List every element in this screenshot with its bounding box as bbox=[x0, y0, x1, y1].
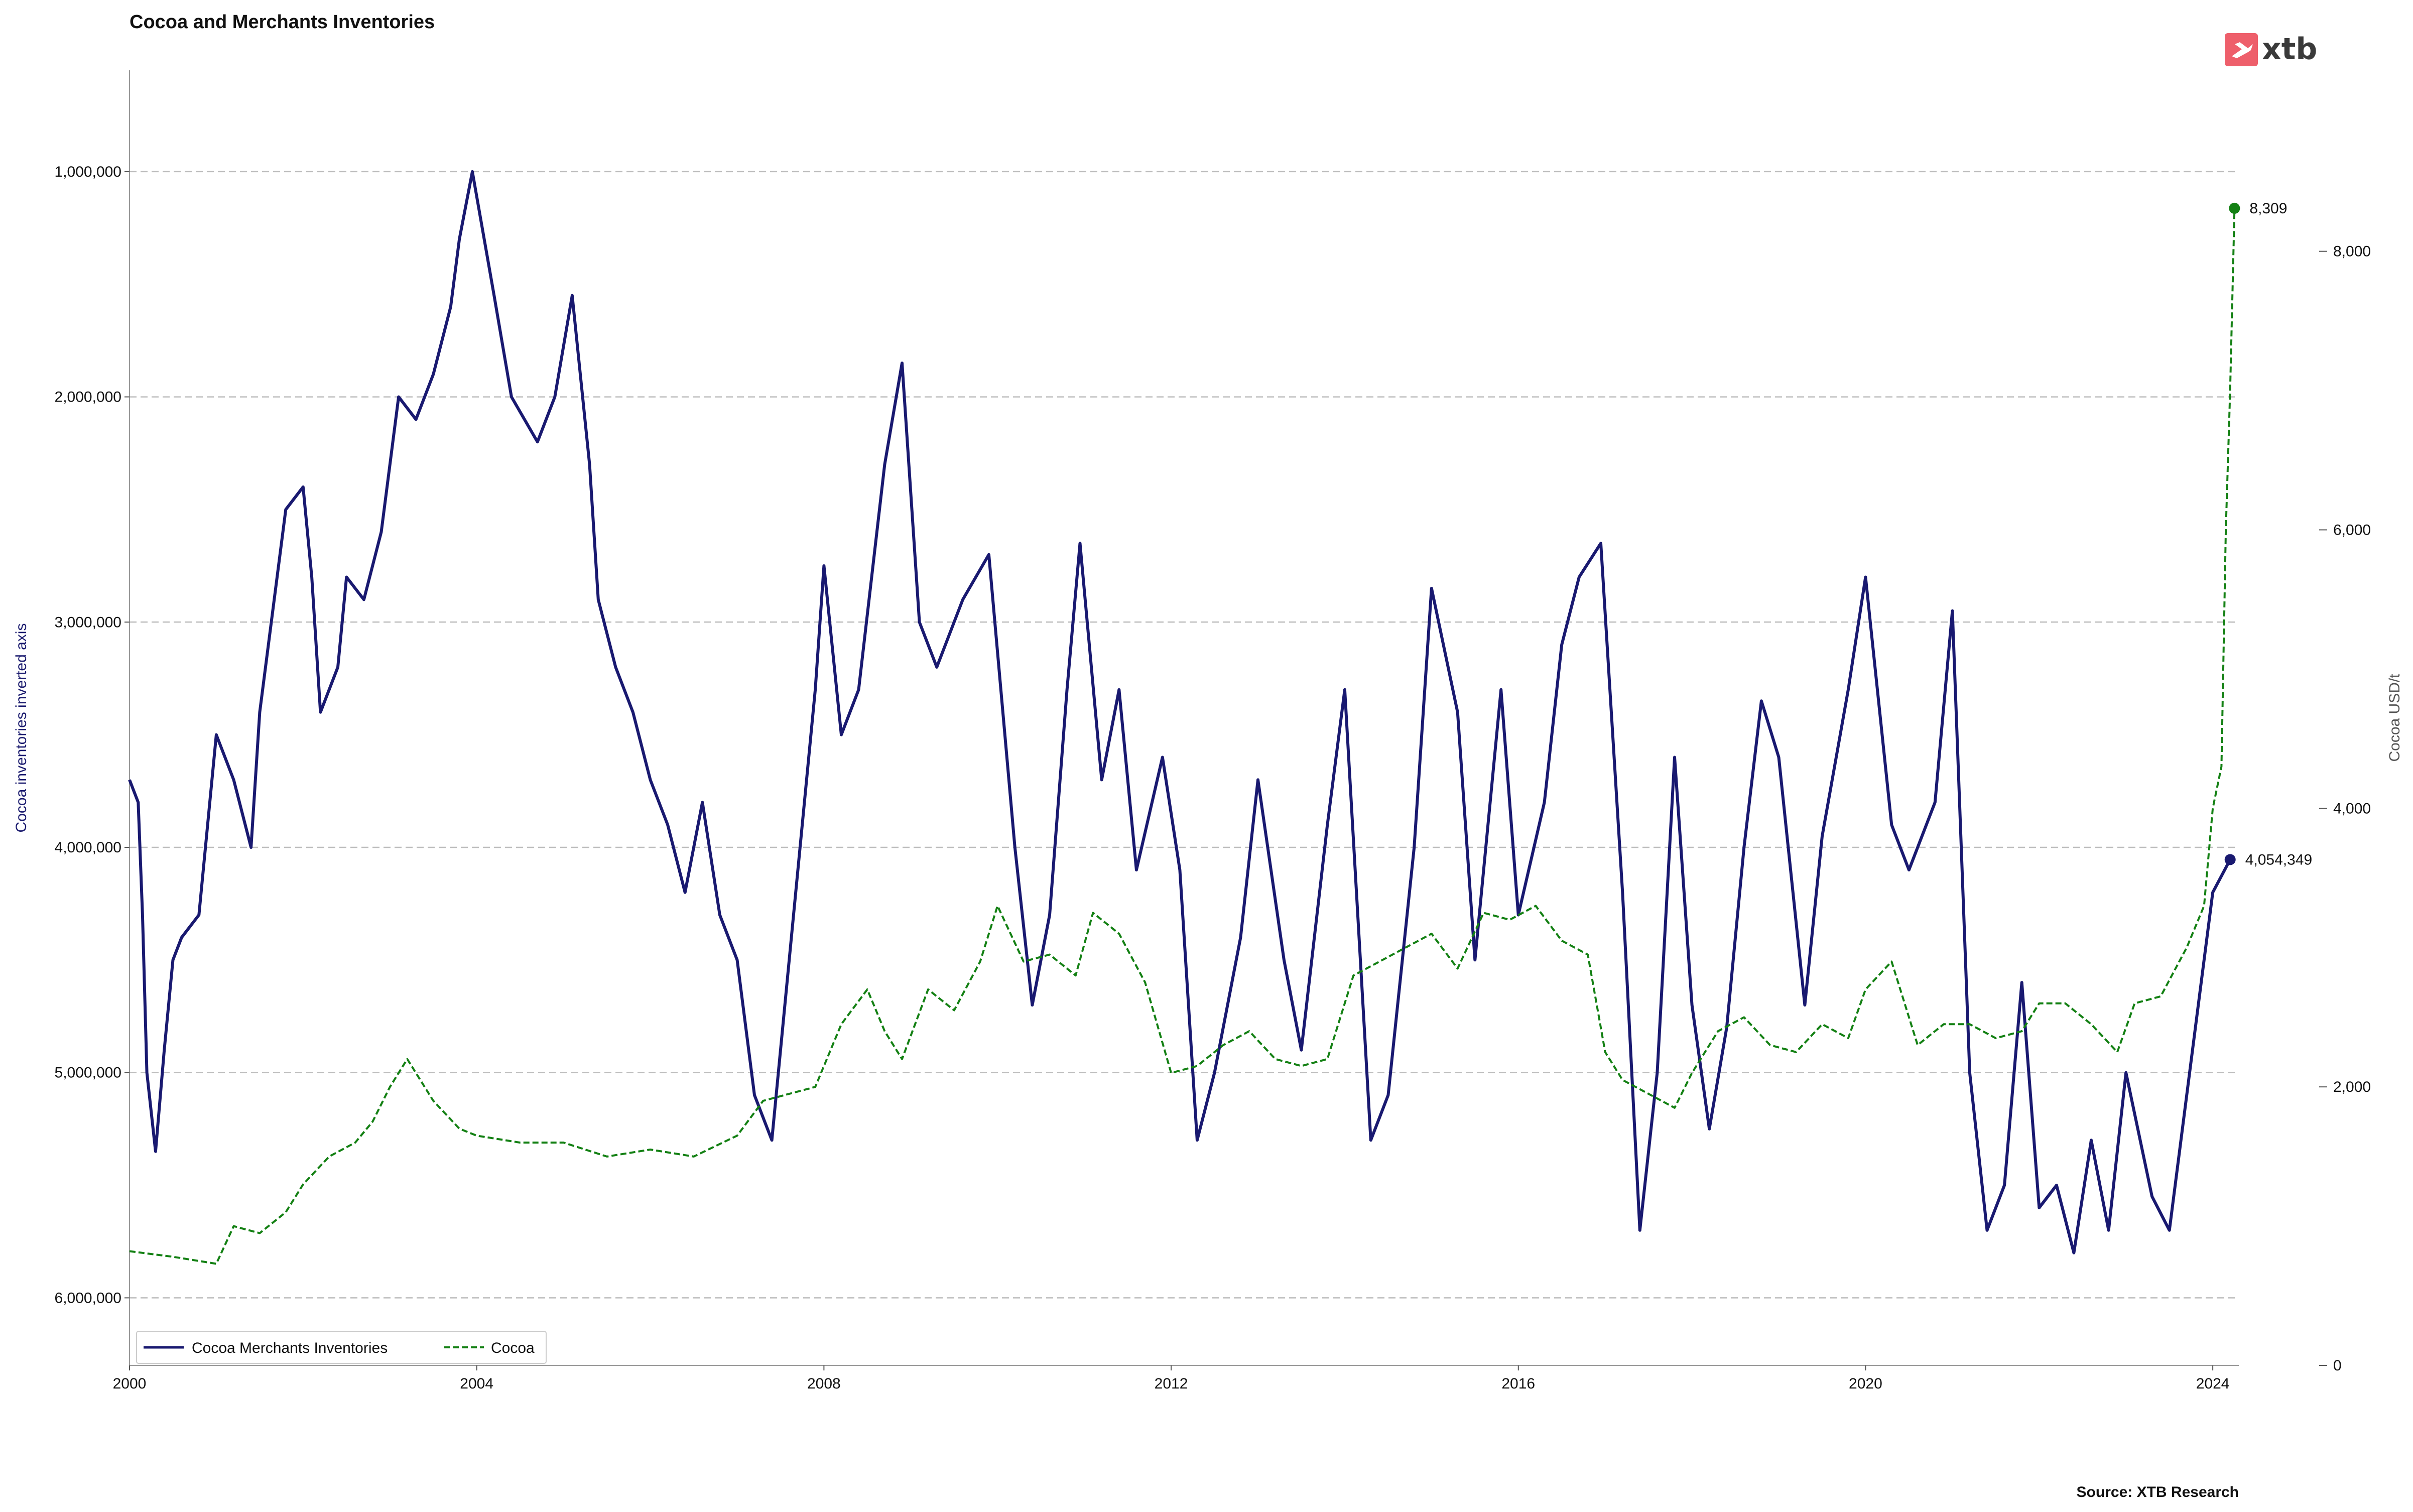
xtb-logo: xtb bbox=[2225, 32, 2317, 67]
left-tick-label-2: 3,000,000 bbox=[55, 614, 121, 631]
xtb-logo-glyph-icon bbox=[2232, 42, 2253, 58]
axes bbox=[129, 70, 2239, 1366]
x-tick-label-5: 2020 bbox=[1849, 1375, 1882, 1392]
cocoa-end-label: 8,309 bbox=[2249, 200, 2287, 217]
inventories-series-line bbox=[128, 170, 2232, 1254]
x-tick-label-1: 2004 bbox=[460, 1375, 493, 1392]
chart-title: Cocoa and Merchants Inventories bbox=[130, 12, 435, 33]
right-tick-label-4: 8,000 bbox=[2333, 243, 2371, 260]
x-tick-label-3: 2012 bbox=[1155, 1375, 1188, 1392]
xtb-logo-text: xtb bbox=[2262, 32, 2317, 67]
right-tick-label-1: 2,000 bbox=[2333, 1079, 2371, 1095]
series-layer bbox=[128, 170, 2240, 1265]
x-tick-label-2: 2008 bbox=[807, 1375, 841, 1392]
source-note: Source: XTB Research bbox=[2077, 1484, 2239, 1500]
cocoa-series-line bbox=[129, 208, 2236, 1265]
right-tick-label-2: 4,000 bbox=[2333, 800, 2371, 817]
right-axis-ticks: 0 2,000 4,000 6,000 8,000 bbox=[2319, 243, 2371, 1374]
gridlines bbox=[130, 171, 2239, 1299]
left-axis-label: Cocoa inventories inverted axis bbox=[13, 623, 30, 833]
inventories-end-marker bbox=[2224, 854, 2236, 865]
left-tick-label-5: 6,000,000 bbox=[55, 1290, 121, 1306]
legend: Cocoa Merchants Inventories Cocoa bbox=[136, 1331, 547, 1364]
left-tick-label-1: 2,000,000 bbox=[55, 389, 121, 406]
legend-box bbox=[136, 1331, 547, 1364]
x-tick-label-0: 2000 bbox=[113, 1375, 147, 1392]
x-tick-label-6: 2024 bbox=[2196, 1375, 2230, 1392]
left-tick-label-4: 5,000,000 bbox=[55, 1065, 121, 1081]
left-axis-ticks: 1,000,000 2,000,000 3,000,000 4,000,000 5,00… bbox=[55, 164, 130, 1306]
legend-label-cocoa: Cocoa bbox=[491, 1340, 535, 1356]
x-tick-label-4: 2016 bbox=[1501, 1375, 1535, 1392]
cocoa-end-marker bbox=[2229, 202, 2240, 214]
right-tick-label-0: 0 bbox=[2333, 1357, 2342, 1374]
x-axis-ticks: 2000 2004 2008 2012 2016 2020 2024 bbox=[113, 1365, 2230, 1392]
left-tick-label-3: 4,000,000 bbox=[55, 839, 121, 856]
right-tick-label-3: 6,000 bbox=[2333, 522, 2371, 538]
right-axis-label: Cocoa USD/t bbox=[2386, 674, 2403, 762]
inventories-end-label: 4,054,349 bbox=[2245, 851, 2312, 868]
legend-label-inventories: Cocoa Merchants Inventories bbox=[192, 1340, 388, 1356]
left-tick-label-0: 1,000,000 bbox=[55, 164, 121, 180]
